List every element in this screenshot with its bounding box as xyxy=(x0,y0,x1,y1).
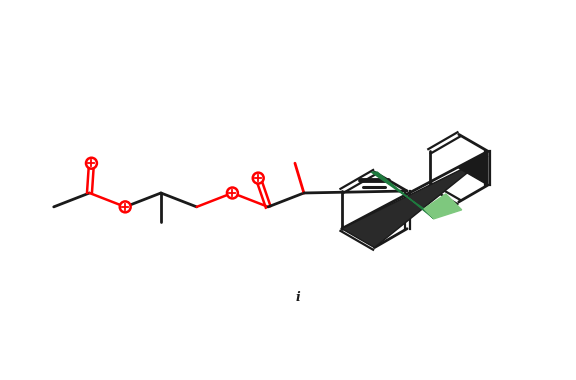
Circle shape xyxy=(253,173,264,184)
Text: i: i xyxy=(295,291,300,304)
Polygon shape xyxy=(424,194,462,219)
Circle shape xyxy=(86,158,97,169)
Circle shape xyxy=(120,201,131,212)
Polygon shape xyxy=(372,172,434,219)
Polygon shape xyxy=(458,151,488,185)
Polygon shape xyxy=(342,156,488,248)
Circle shape xyxy=(227,187,238,198)
